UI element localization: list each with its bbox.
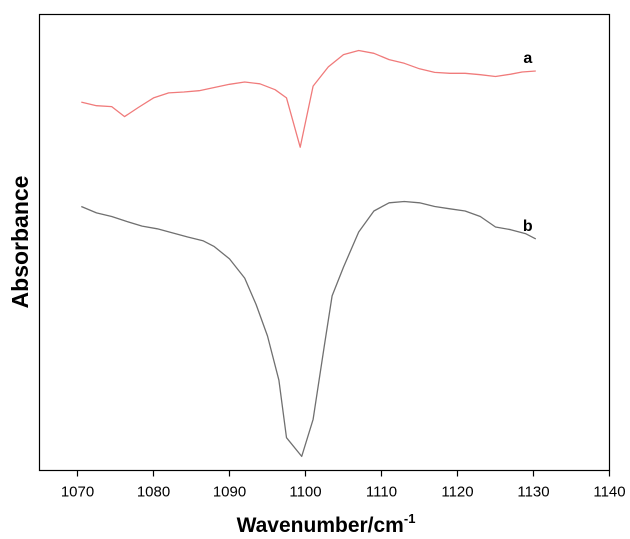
series-label-a: a (523, 50, 532, 67)
plot-frame (38, 13, 611, 472)
x-axis-title-main: Wavenumber/cm (237, 514, 404, 537)
series-line-a (81, 49, 536, 148)
x-tick-label-1120: 1120 (441, 484, 473, 501)
x-axis-ticks: 1070 1080 1090 1100 1110 1120 1130 1140 (61, 470, 626, 501)
series-label-b: b (523, 218, 533, 235)
series-layer (81, 49, 537, 458)
x-tick-label-1080: 1080 (137, 484, 170, 501)
x-axis-title-superscript: -1 (404, 511, 416, 526)
series-labels: ab (523, 50, 533, 235)
series-line-b (81, 200, 537, 458)
x-tick-label-1110: 1110 (366, 484, 397, 501)
y-axis-title: Absorbance (7, 176, 33, 309)
x-tick-label-1090: 1090 (213, 484, 246, 501)
x-axis-title: Wavenumber/cm-1 (237, 511, 416, 537)
x-tick-label-1100: 1100 (289, 484, 321, 501)
x-tick-label-1130: 1130 (517, 484, 549, 501)
x-tick-label-1070: 1070 (61, 484, 94, 501)
x-tick-label-1140: 1140 (593, 484, 625, 501)
